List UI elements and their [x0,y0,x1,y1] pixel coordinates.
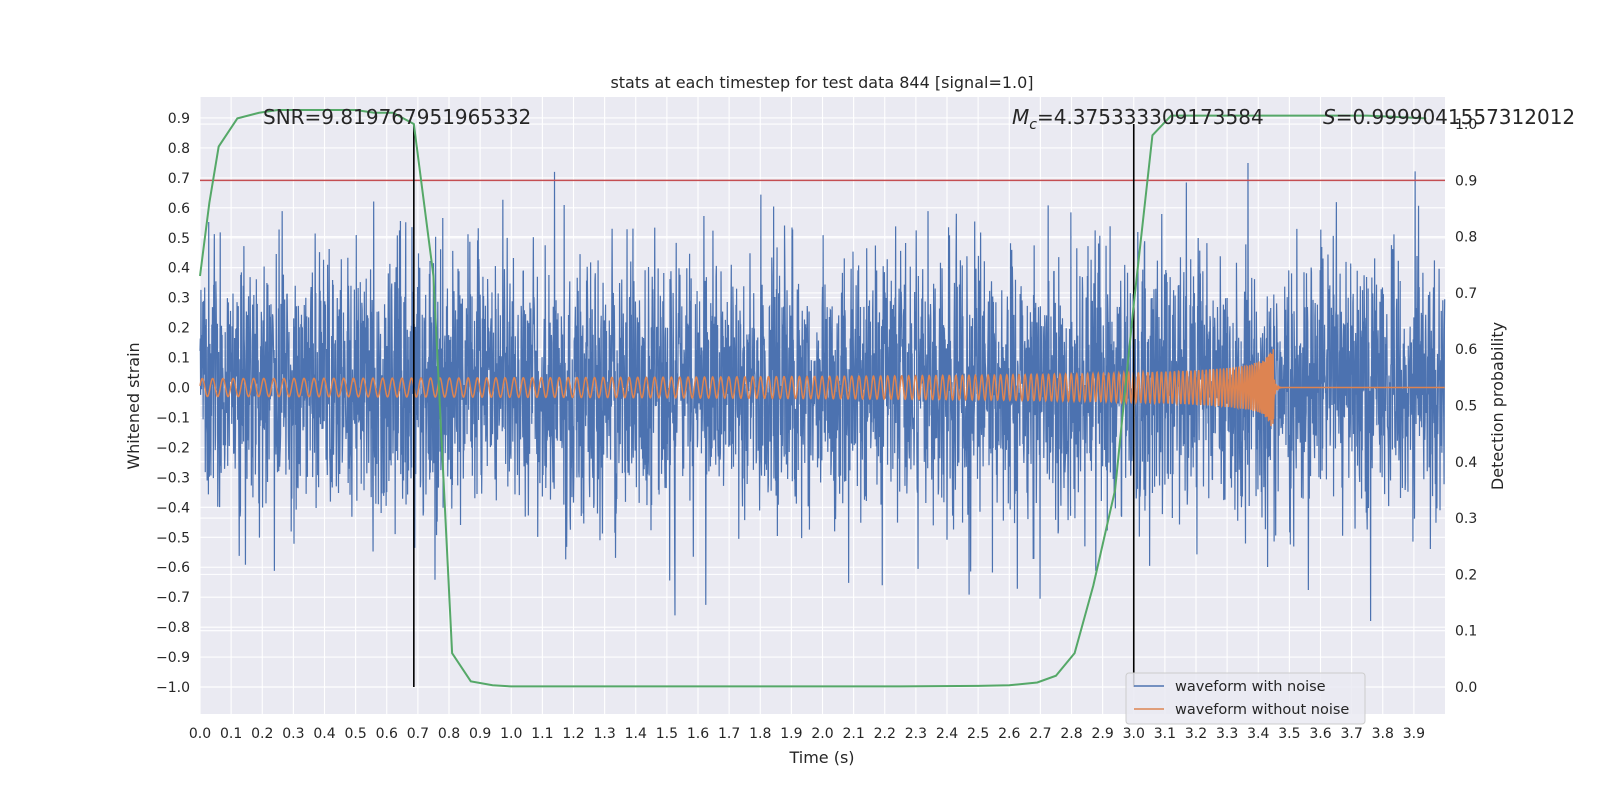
x-tick-label: 0.5 [344,726,366,742]
x-tick-label: 1.9 [780,726,802,742]
x-tick-label: 3.0 [1123,726,1145,742]
y-tick-label: 0.6 [168,201,190,217]
y-tick-label: −0.6 [156,560,190,576]
legend: waveform with noise waveform without noi… [1125,672,1366,725]
x-tick-label: 0.3 [282,726,304,742]
score-annotation: S=0.9999041557312012 [1323,105,1575,129]
snr-annotation: SNR=9.819767951965332 [263,105,531,129]
x-tick-label: 1.3 [593,726,615,742]
x-tick-label: 3.4 [1247,726,1269,742]
y-tick-label: −0.7 [156,590,190,606]
y-tick-label: −0.5 [156,530,190,546]
y-tick-label: 0.8 [168,141,190,157]
y-tick-label: 0.5 [168,231,190,247]
y2-tick-label: 0.0 [1455,680,1477,696]
reference-lines [200,124,1445,688]
y2-tick-label: 1.0 [1455,117,1477,133]
x-tick-label: 2.9 [1091,726,1113,742]
y-tick-label: 0.7 [168,171,190,187]
y2-tick-label: 0.6 [1455,342,1477,358]
chirp-mass-annotation: Mc=4.375333309173584 [1012,105,1264,133]
y2-tick-label: 0.9 [1455,173,1477,189]
y-tick-label: 0.0 [168,381,190,397]
x-tick-label: 0.0 [189,726,211,742]
x-tick-label: 3.3 [1216,726,1238,742]
x-tick-label: 3.9 [1403,726,1425,742]
x-tick-label: 0.8 [438,726,460,742]
clean-line [199,349,1445,427]
y-tick-label: 0.3 [168,291,190,307]
y-tick-label: 0.1 [168,351,190,367]
tick-labels: 0.0 0.1 0.2 0.3 0.4 0.5 0.6 0.7 0.8 0.9 1.0 1.1 1.2 1… [156,111,1477,742]
legend-box [1125,672,1366,725]
x-tick-label: 3.8 [1372,726,1394,742]
x-tick-label: 2.0 [811,726,833,742]
series-detection-probability [199,108,1427,688]
x-tick-label: 1.0 [500,726,522,742]
x-tick-label: 1.1 [531,726,553,742]
x-tick-label: 1.6 [687,726,709,742]
y2-tick-label: 0.1 [1455,624,1477,640]
x-tick-label: 3.5 [1278,726,1300,742]
legend-label-clean: waveform without noise [1175,702,1349,718]
x-tick-label: 2.6 [998,726,1020,742]
x-tick-label: 2.2 [874,726,896,742]
x-axis-label: Time (s) [788,748,854,767]
x-tick-label: 2.5 [967,726,989,742]
x-tick-label: 3.7 [1340,726,1362,742]
x-tick-label: 0.9 [469,726,491,742]
x-tick-label: 3.1 [1154,726,1176,742]
chirp-mass-symbol: M [1012,105,1029,129]
probability-line [199,108,1427,688]
noise-line [199,163,1446,621]
x-tick-label: 1.2 [562,726,584,742]
x-tick-label: 2.4 [936,726,958,742]
score-symbol: S [1323,105,1336,129]
x-tick-label: 0.6 [376,726,398,742]
x-tick-label: 2.8 [1060,726,1082,742]
y2-axis-label: Detection probability [1488,322,1507,490]
x-tick-label: 2.1 [842,726,864,742]
y-axis-label: Whitened strain [124,342,143,469]
y-tick-label: 0.9 [168,111,190,127]
y2-tick-label: 0.3 [1455,511,1477,527]
x-tick-label: 0.1 [220,726,242,742]
y2-tick-label: 0.5 [1455,399,1477,415]
chart-title: stats at each timestep for test data 844… [610,73,1033,92]
x-tick-label: 0.7 [407,726,429,742]
x-tick-label: 1.8 [749,726,771,742]
y-tick-label: −0.4 [156,500,190,516]
y-tick-label: −0.8 [156,620,190,636]
chirp-mass-subscript: c [1029,117,1037,133]
x-tick-label: 3.2 [1185,726,1207,742]
y-tick-label: −0.1 [156,410,190,426]
y2-tick-label: 0.2 [1455,567,1477,583]
series-waveform-without-noise [199,349,1445,427]
score-value: =0.9999041557312012 [1336,105,1575,129]
chirp-mass-value: =4.375333309173584 [1037,105,1264,129]
y2-tick-label: 0.7 [1455,286,1477,302]
y-tick-label: −0.3 [156,470,190,486]
x-tick-label: 3.6 [1309,726,1331,742]
x-tick-label: 2.7 [1029,726,1051,742]
legend-label-noise: waveform with noise [1175,679,1326,695]
x-tick-label: 1.5 [656,726,678,742]
x-tick-label: 0.4 [313,726,335,742]
y-tick-label: 0.4 [168,261,190,277]
y2-tick-label: 0.8 [1455,230,1477,246]
x-tick-label: 2.3 [905,726,927,742]
y-tick-label: −0.2 [156,440,190,456]
x-tick-label: 0.2 [251,726,273,742]
x-tick-label: 1.7 [718,726,740,742]
y-tick-label: −0.9 [156,650,190,666]
x-tick-label: 1.4 [625,726,647,742]
series-waveform-with-noise [199,163,1446,621]
y-tick-label: 0.2 [168,321,190,337]
y-tick-label: −1.0 [156,680,190,696]
y2-tick-label: 0.4 [1455,455,1477,471]
